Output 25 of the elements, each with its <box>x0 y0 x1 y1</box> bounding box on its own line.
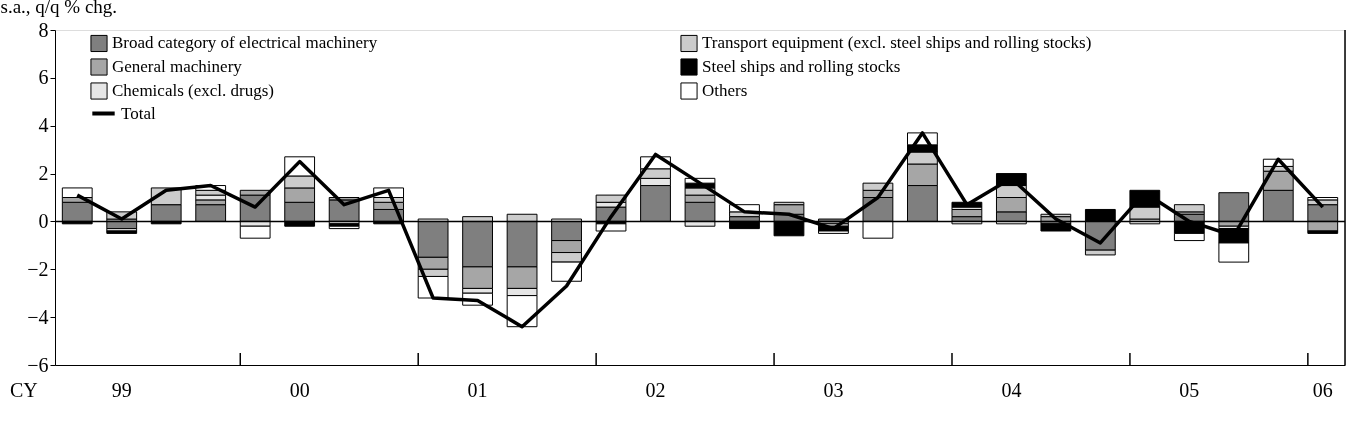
y-axis-title: s.a., q/q % chg. <box>0 0 118 17</box>
legend-label: Steel ships and rolling stocks <box>702 57 901 76</box>
legend-label: Total <box>121 103 156 123</box>
legend-label: General machinery <box>112 57 243 76</box>
y-tick-label: 8 <box>38 18 49 41</box>
y-tick-label: −4 <box>27 305 49 328</box>
x-tick-label: 02 <box>645 379 666 401</box>
y-tick-label: 6 <box>38 66 49 89</box>
y-tick-label: 2 <box>38 162 49 185</box>
text: CY <box>10 379 38 401</box>
y-tick-label: 4 <box>38 114 49 137</box>
x-tick-label: 04 <box>1001 379 1022 401</box>
x-tick-label: 00 <box>289 379 310 401</box>
x-tick-label: 03 <box>823 379 844 401</box>
legend-label: Chemicals (excl. drugs) <box>112 81 274 100</box>
y-tick-label: 0 <box>38 209 49 232</box>
y-tick-label: −2 <box>27 257 49 280</box>
x-tick-label: 05 <box>1179 379 1200 401</box>
legend-label: Transport equipment (excl. steel ships and rolling stocks) <box>702 33 1092 53</box>
legend-label: Others <box>702 81 748 100</box>
y-tick-label: −6 <box>27 353 49 376</box>
x-tick-label: 01 <box>467 379 488 401</box>
legend-label: Broad category of electrical machinery <box>112 33 378 53</box>
x-tick-label: 99 <box>111 379 132 401</box>
x-tick-label: 06 <box>1312 379 1333 401</box>
